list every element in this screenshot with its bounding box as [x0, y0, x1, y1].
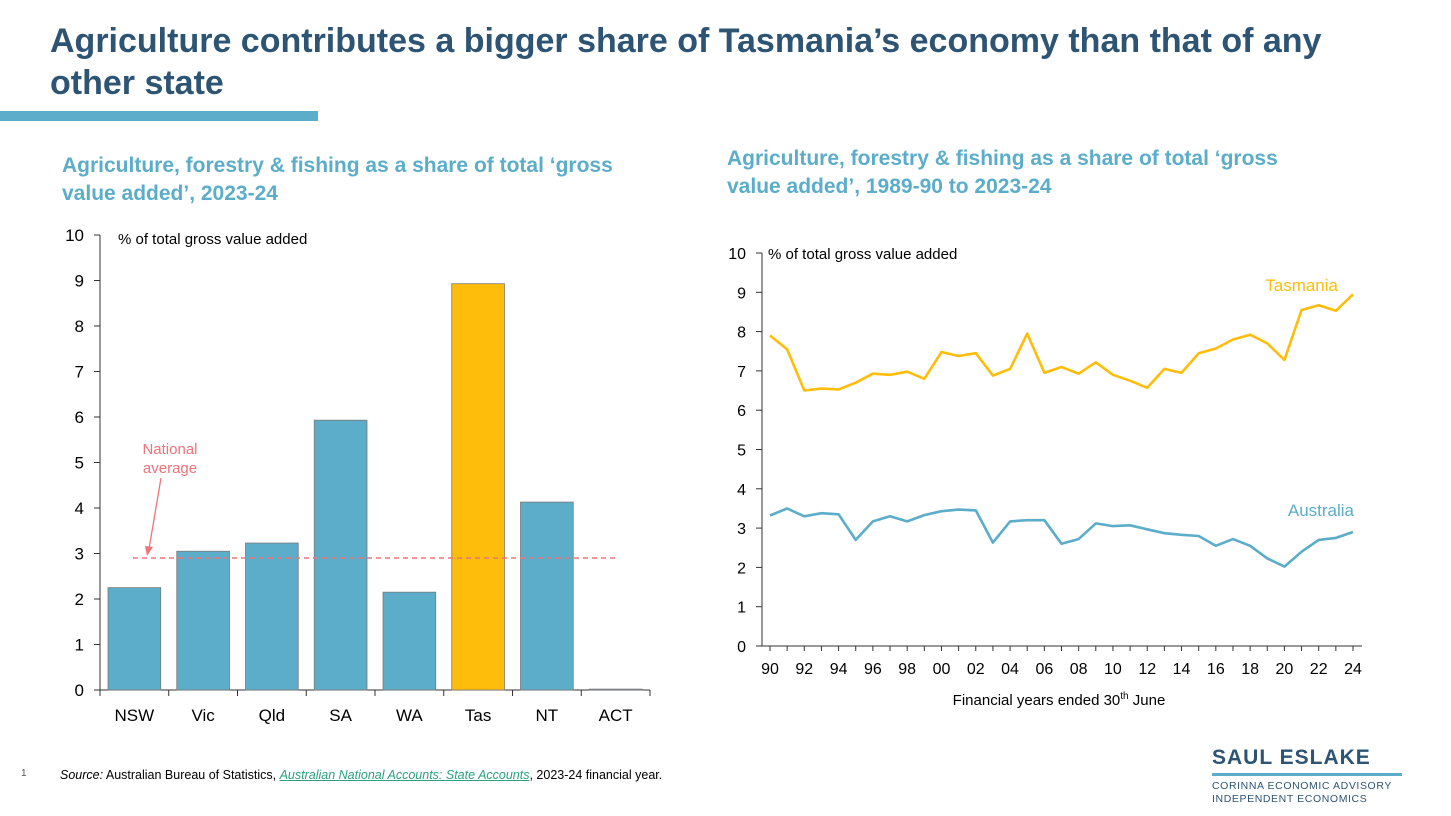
- logo-line-2: INDEPENDENT ECONOMICS: [1212, 793, 1368, 805]
- logo-name: SAUL ESLAKE: [1212, 746, 1371, 769]
- source-text: Australian Bureau of Statistics,: [103, 768, 280, 782]
- line-x-tick-label: 02: [967, 661, 985, 678]
- bar-y-tick-label: 3: [75, 545, 84, 564]
- bar-y-tick-label: 0: [75, 681, 84, 700]
- line-y-tick-label: 9: [737, 285, 746, 302]
- line-y-tick-label: 0: [737, 639, 746, 656]
- series-label-australia: Australia: [1288, 501, 1355, 520]
- line-y-axis-label: % of total gross value added: [768, 246, 957, 263]
- logo: SAUL ESLAKE CORINNA ECONOMIC ADVISORY IN…: [1212, 745, 1402, 806]
- source-label: Source:: [60, 768, 104, 782]
- series-label-tasmania: Tasmania: [1265, 276, 1338, 295]
- bar-category-label: SA: [329, 706, 352, 725]
- bar-chart-title: Agriculture, forestry & fishing as a sha…: [62, 154, 613, 205]
- source-link[interactable]: Australian National Accounts: State Acco…: [279, 768, 530, 782]
- source-note: Source: Australian Bureau of Statistics,…: [60, 768, 662, 782]
- bar-nsw: [107, 587, 162, 691]
- bar-sa: [313, 419, 368, 691]
- national-average-arrowhead: [145, 546, 153, 556]
- line-x-tick-label: 90: [761, 661, 779, 678]
- line-x-tick-label: 22: [1310, 661, 1328, 678]
- bar-category-label: NT: [536, 706, 559, 725]
- line-x-tick-label: 16: [1207, 661, 1225, 678]
- bar-category-label: ACT: [599, 706, 633, 725]
- bar-category-label: WA: [396, 706, 423, 725]
- line-y-tick-label: 3: [737, 521, 746, 538]
- line-chart-title: Agriculture, forestry & fishing as a sha…: [727, 147, 1278, 198]
- line-x-tick-label: 96: [864, 661, 882, 678]
- page-title: Agriculture contributes a bigger share o…: [50, 22, 1322, 102]
- bar-y-tick-label: 10: [65, 226, 84, 245]
- bar-y-axis-label: % of total gross value added: [118, 231, 307, 248]
- line-x-tick-label: 20: [1276, 661, 1294, 678]
- logo-line-1: CORINNA ECONOMIC ADVISORY: [1212, 780, 1392, 792]
- line-x-tick-label: 10: [1104, 661, 1122, 678]
- line-x-tick-label: 18: [1241, 661, 1259, 678]
- line-y-tick-label: 2: [737, 560, 746, 577]
- bar-category-label: Tas: [465, 706, 491, 725]
- line-y-tick-label: 1: [737, 600, 746, 617]
- bar-y-tick-label: 8: [75, 317, 84, 336]
- bar-category-label: NSW: [115, 706, 155, 725]
- national-average-label: National: [142, 441, 197, 458]
- bar-y-tick-label: 7: [75, 363, 84, 382]
- line-x-axis-label: Financial years ended 30th June: [953, 691, 1166, 709]
- series-line-australia: [769, 507, 1354, 568]
- line-x-tick-label: 14: [1173, 661, 1191, 678]
- line-y-tick-label: 4: [737, 482, 746, 499]
- line-y-tick-label: 10: [728, 246, 746, 263]
- bar-nt: [520, 501, 574, 691]
- page-number: 1: [21, 768, 27, 779]
- line-y-tick-label: 7: [737, 364, 746, 381]
- line-y-tick-label: 5: [737, 443, 746, 460]
- series-line-tasmania: [769, 293, 1354, 392]
- bar-category-label: Qld: [259, 706, 285, 725]
- source-text-end: , 2023-24 financial year.: [529, 768, 663, 782]
- line-y-tick-label: 8: [737, 325, 746, 342]
- bar-y-tick-label: 1: [75, 636, 84, 655]
- title-accent-bar: [0, 111, 318, 121]
- bar-act: [588, 688, 643, 691]
- line-y-tick-label: 6: [737, 403, 746, 420]
- bar-wa: [382, 591, 437, 691]
- line-x-tick-label: 00: [933, 661, 951, 678]
- line-x-tick-label: 12: [1138, 661, 1156, 678]
- bar-category-label: Vic: [191, 706, 215, 725]
- line-x-tick-label: 94: [830, 661, 848, 678]
- logo-rule: [1212, 773, 1402, 776]
- line-x-tick-label: 04: [1001, 661, 1019, 678]
- bar-y-tick-label: 5: [75, 454, 84, 473]
- line-x-tick-label: 92: [795, 661, 813, 678]
- bar-y-tick-label: 2: [75, 590, 84, 609]
- national-average-arrow: [148, 477, 162, 550]
- bar-tas: [451, 283, 505, 691]
- line-x-tick-label: 06: [1035, 661, 1053, 678]
- bar-y-tick-label: 4: [75, 499, 84, 518]
- line-x-tick-label: 98: [898, 661, 916, 678]
- bar-vic: [176, 550, 230, 691]
- bar-y-tick-label: 6: [75, 408, 84, 427]
- line-x-tick-label: 24: [1344, 661, 1362, 678]
- bar-qld: [245, 542, 299, 691]
- bar-y-tick-label: 9: [75, 272, 84, 291]
- line-x-tick-label: 08: [1070, 661, 1088, 678]
- national-average-label-2: average: [143, 460, 197, 477]
